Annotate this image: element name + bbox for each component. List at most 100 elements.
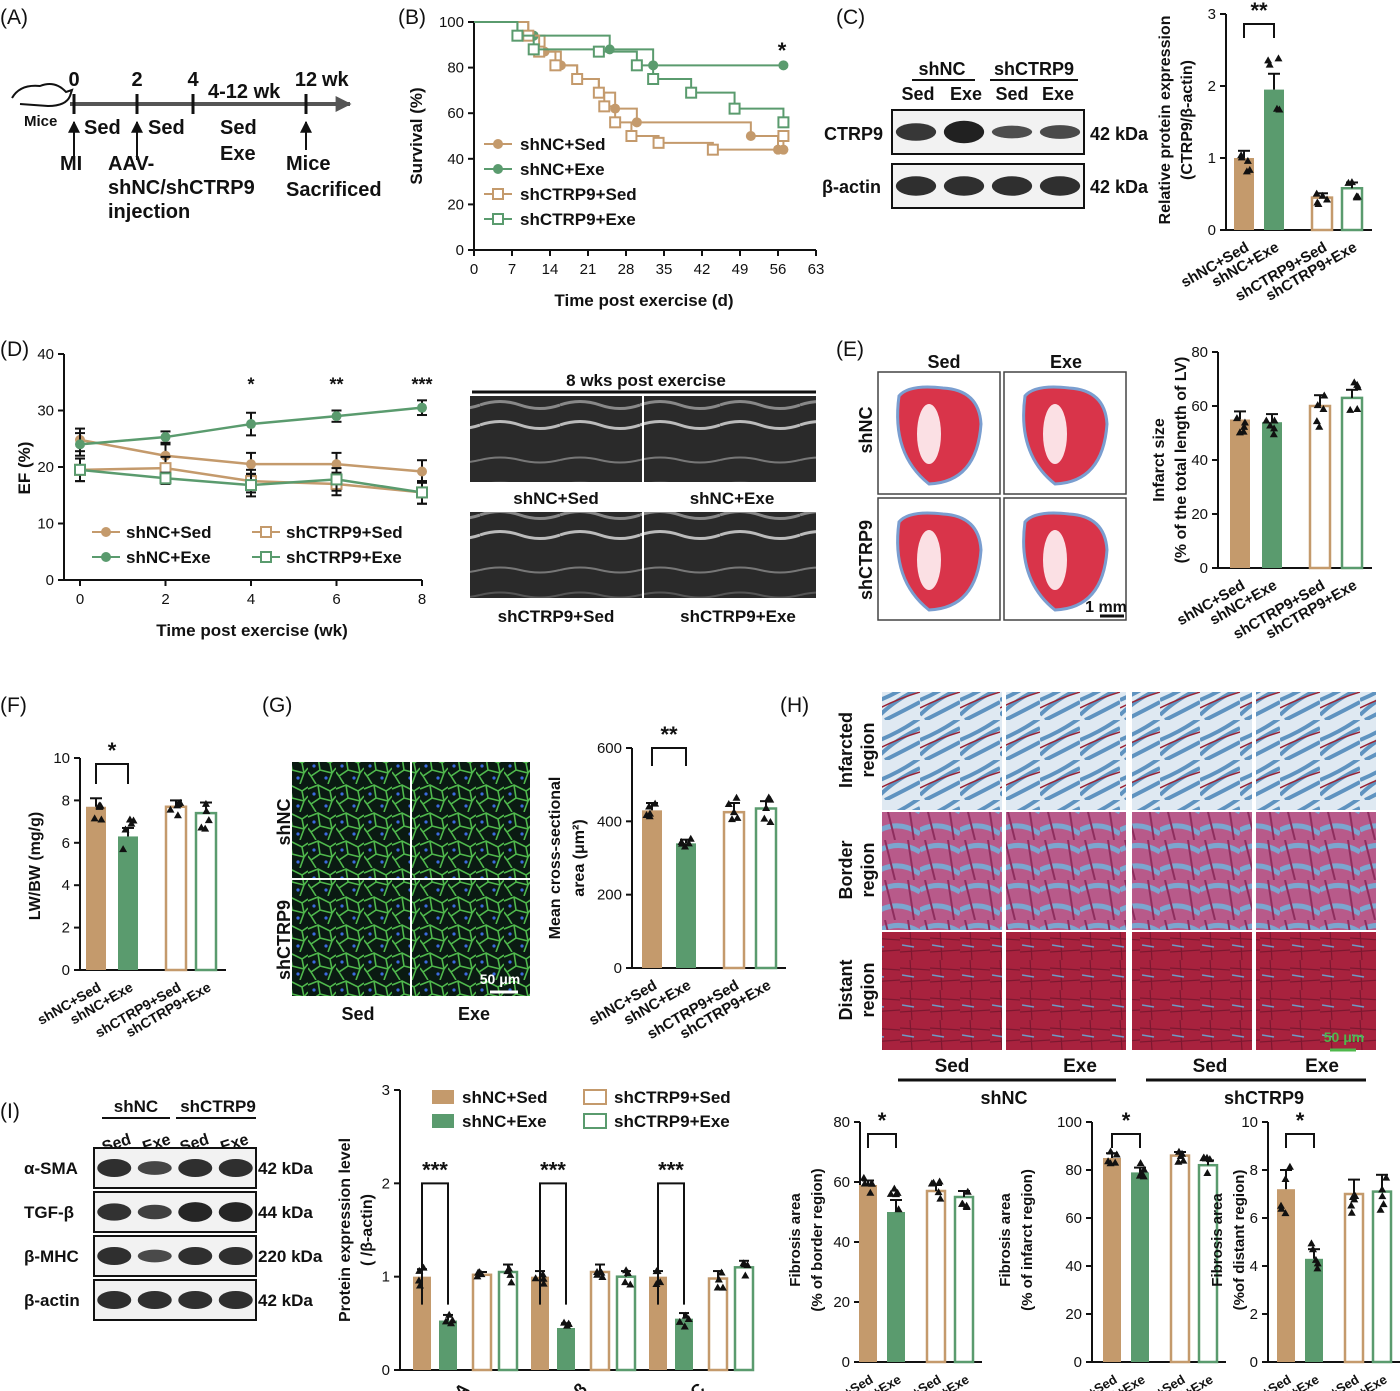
fibrosis-1-data-point: [1112, 1150, 1121, 1158]
panel-letter-D: (D): [0, 338, 29, 361]
masson-image: [1006, 932, 1126, 1050]
infarct-data-point: [1319, 405, 1328, 413]
infarct-data-point: [1320, 391, 1329, 399]
i-3-band: [97, 1290, 132, 1310]
protein-data-point: [713, 1283, 722, 1291]
survival-point: [630, 59, 643, 72]
masson-image: [1256, 932, 1376, 1050]
survival-point: [571, 73, 584, 85]
fibrosis-0-data-point: [936, 1194, 945, 1202]
ctrp9-data-point: [1264, 56, 1273, 64]
infarct-y-tick-label: 40: [1191, 452, 1208, 469]
lwbw-bar-shCTRP9+Sed: [164, 805, 188, 972]
blot-lane-label: Exe: [1042, 84, 1074, 104]
protein-significance-bracket: [421, 1182, 449, 1305]
protein-y-tick-label: 1: [382, 1269, 390, 1286]
ef-point: [246, 459, 256, 470]
survival-point: [652, 136, 665, 149]
lwbw-data-point: [127, 819, 136, 827]
fibrosis-1-y-tick-label: 20: [1065, 1306, 1082, 1323]
protein-y-tick-label: 2: [382, 1175, 390, 1192]
ef-point: [417, 402, 427, 413]
masson-image: [1256, 692, 1376, 810]
section-col-label: Exe: [1050, 352, 1082, 372]
survival-point: [527, 43, 540, 56]
fibrosis-0-bar-shNC+Sed: [859, 1185, 877, 1362]
infarct-bar-shNC+Sed: [1230, 419, 1250, 568]
masson-row-label: Distant: [836, 959, 856, 1020]
i-0-band: [178, 1158, 213, 1178]
fibrosis-2-y-tick-label: 4: [1250, 1258, 1258, 1275]
survival-y-axis-label: Survival (%): [407, 87, 426, 184]
aav-label: AAV-: [108, 153, 154, 175]
ctrp9-band: [895, 123, 937, 141]
fibrosis-0-data-point: [894, 1205, 903, 1213]
fibrosis-1-y-tick-label: 0: [1074, 1354, 1082, 1371]
fibrosis-2-y-tick-label: 10: [1241, 1114, 1258, 1131]
blot-kda-label: 42 kDa: [1090, 177, 1149, 197]
infarct-data-point: [1313, 401, 1322, 409]
survival-x-tick-label: 42: [694, 261, 711, 278]
i-2-band: [137, 1249, 172, 1263]
survival-point: [592, 45, 605, 58]
survival-legend-label: shCTRP9+Sed: [520, 185, 637, 204]
survival-y-tick-label: 60: [447, 105, 464, 122]
wga-row-label: shCTRP9: [274, 900, 294, 980]
segment-label: Sed: [84, 117, 121, 139]
blot-lane-label: Sed: [901, 84, 934, 104]
survival-point: [745, 131, 756, 141]
ef-point: [331, 411, 342, 422]
blot-group-label: shCTRP9: [994, 59, 1074, 79]
protein-legend-swatch: [432, 1090, 454, 1104]
ef-point: [331, 459, 342, 470]
ctrp9-significance-stars: **: [1250, 0, 1268, 23]
ef-y-tick-label: 10: [37, 516, 54, 533]
csa-data-point: [732, 793, 741, 801]
fibrosis-y-axis-label: Fibrosis area: [1209, 1193, 1226, 1287]
i-2-band: [178, 1246, 213, 1266]
mice-label: Mice: [24, 113, 57, 130]
fibrosis-y-axis-label: (% of infarct region): [1019, 1169, 1036, 1311]
infarct-data-point: [1232, 414, 1241, 422]
survival-point: [706, 143, 719, 156]
wga-image: [292, 880, 410, 996]
survival-legend-label: shNC+Sed: [520, 135, 606, 154]
ctrp9-bar-shCTRP9+Exe: [1340, 186, 1364, 232]
lwbw-data-point: [204, 816, 213, 824]
masson-col-label: Exe: [1063, 1056, 1097, 1077]
infarct-data-point: [1346, 405, 1355, 413]
heart-lumen: [917, 530, 941, 590]
masson-image: [1256, 812, 1376, 930]
ctrp9-significance-bracket: [1243, 23, 1275, 38]
fibrosis-2-data-point: [1382, 1173, 1391, 1181]
ef-y-tick-label: 20: [37, 459, 54, 476]
scale-label: 50 μm: [480, 971, 520, 987]
infarct-bar-shCTRP9+Sed: [1308, 404, 1332, 570]
fibrosis-y-axis-label: Fibrosis area: [787, 1193, 804, 1287]
lwbw-y-tick-label: 10: [53, 750, 70, 767]
ctrp9-data-point: [1243, 156, 1252, 164]
protein-y-tick-label: 3: [382, 1082, 390, 1099]
csa-data-point: [760, 814, 769, 822]
protein-data-point: [675, 1317, 684, 1325]
infarct-data-point: [1353, 383, 1362, 391]
fibrosis-1-data-point: [1203, 1168, 1212, 1176]
protein-significance-bracket: [657, 1182, 685, 1305]
protein-y-tick-label: 0: [382, 1362, 390, 1379]
lwbw-significance-bracket: [95, 763, 129, 784]
ctrp9-band: [1039, 125, 1081, 139]
ef-significance-stars: *: [247, 375, 254, 395]
blot-group-label: shNC: [114, 1097, 158, 1116]
ef-point: [159, 462, 172, 475]
protein-data-point: [445, 1310, 454, 1318]
panel-letter-F: (F): [0, 694, 27, 717]
ef-legend-marker: [260, 526, 272, 538]
sacrifice-label: Mice: [286, 153, 330, 175]
lwbw-y-tick-label: 2: [62, 920, 70, 937]
ef-significance-stars: **: [329, 375, 343, 395]
protein-data-point: [473, 1272, 482, 1280]
fibrosis-0-y-tick-label: 0: [842, 1354, 850, 1371]
blot-kda-label: 42 kDa: [258, 1159, 313, 1178]
i-0-band: [137, 1161, 172, 1175]
csa-bar-shNC+Exe: [676, 843, 696, 968]
